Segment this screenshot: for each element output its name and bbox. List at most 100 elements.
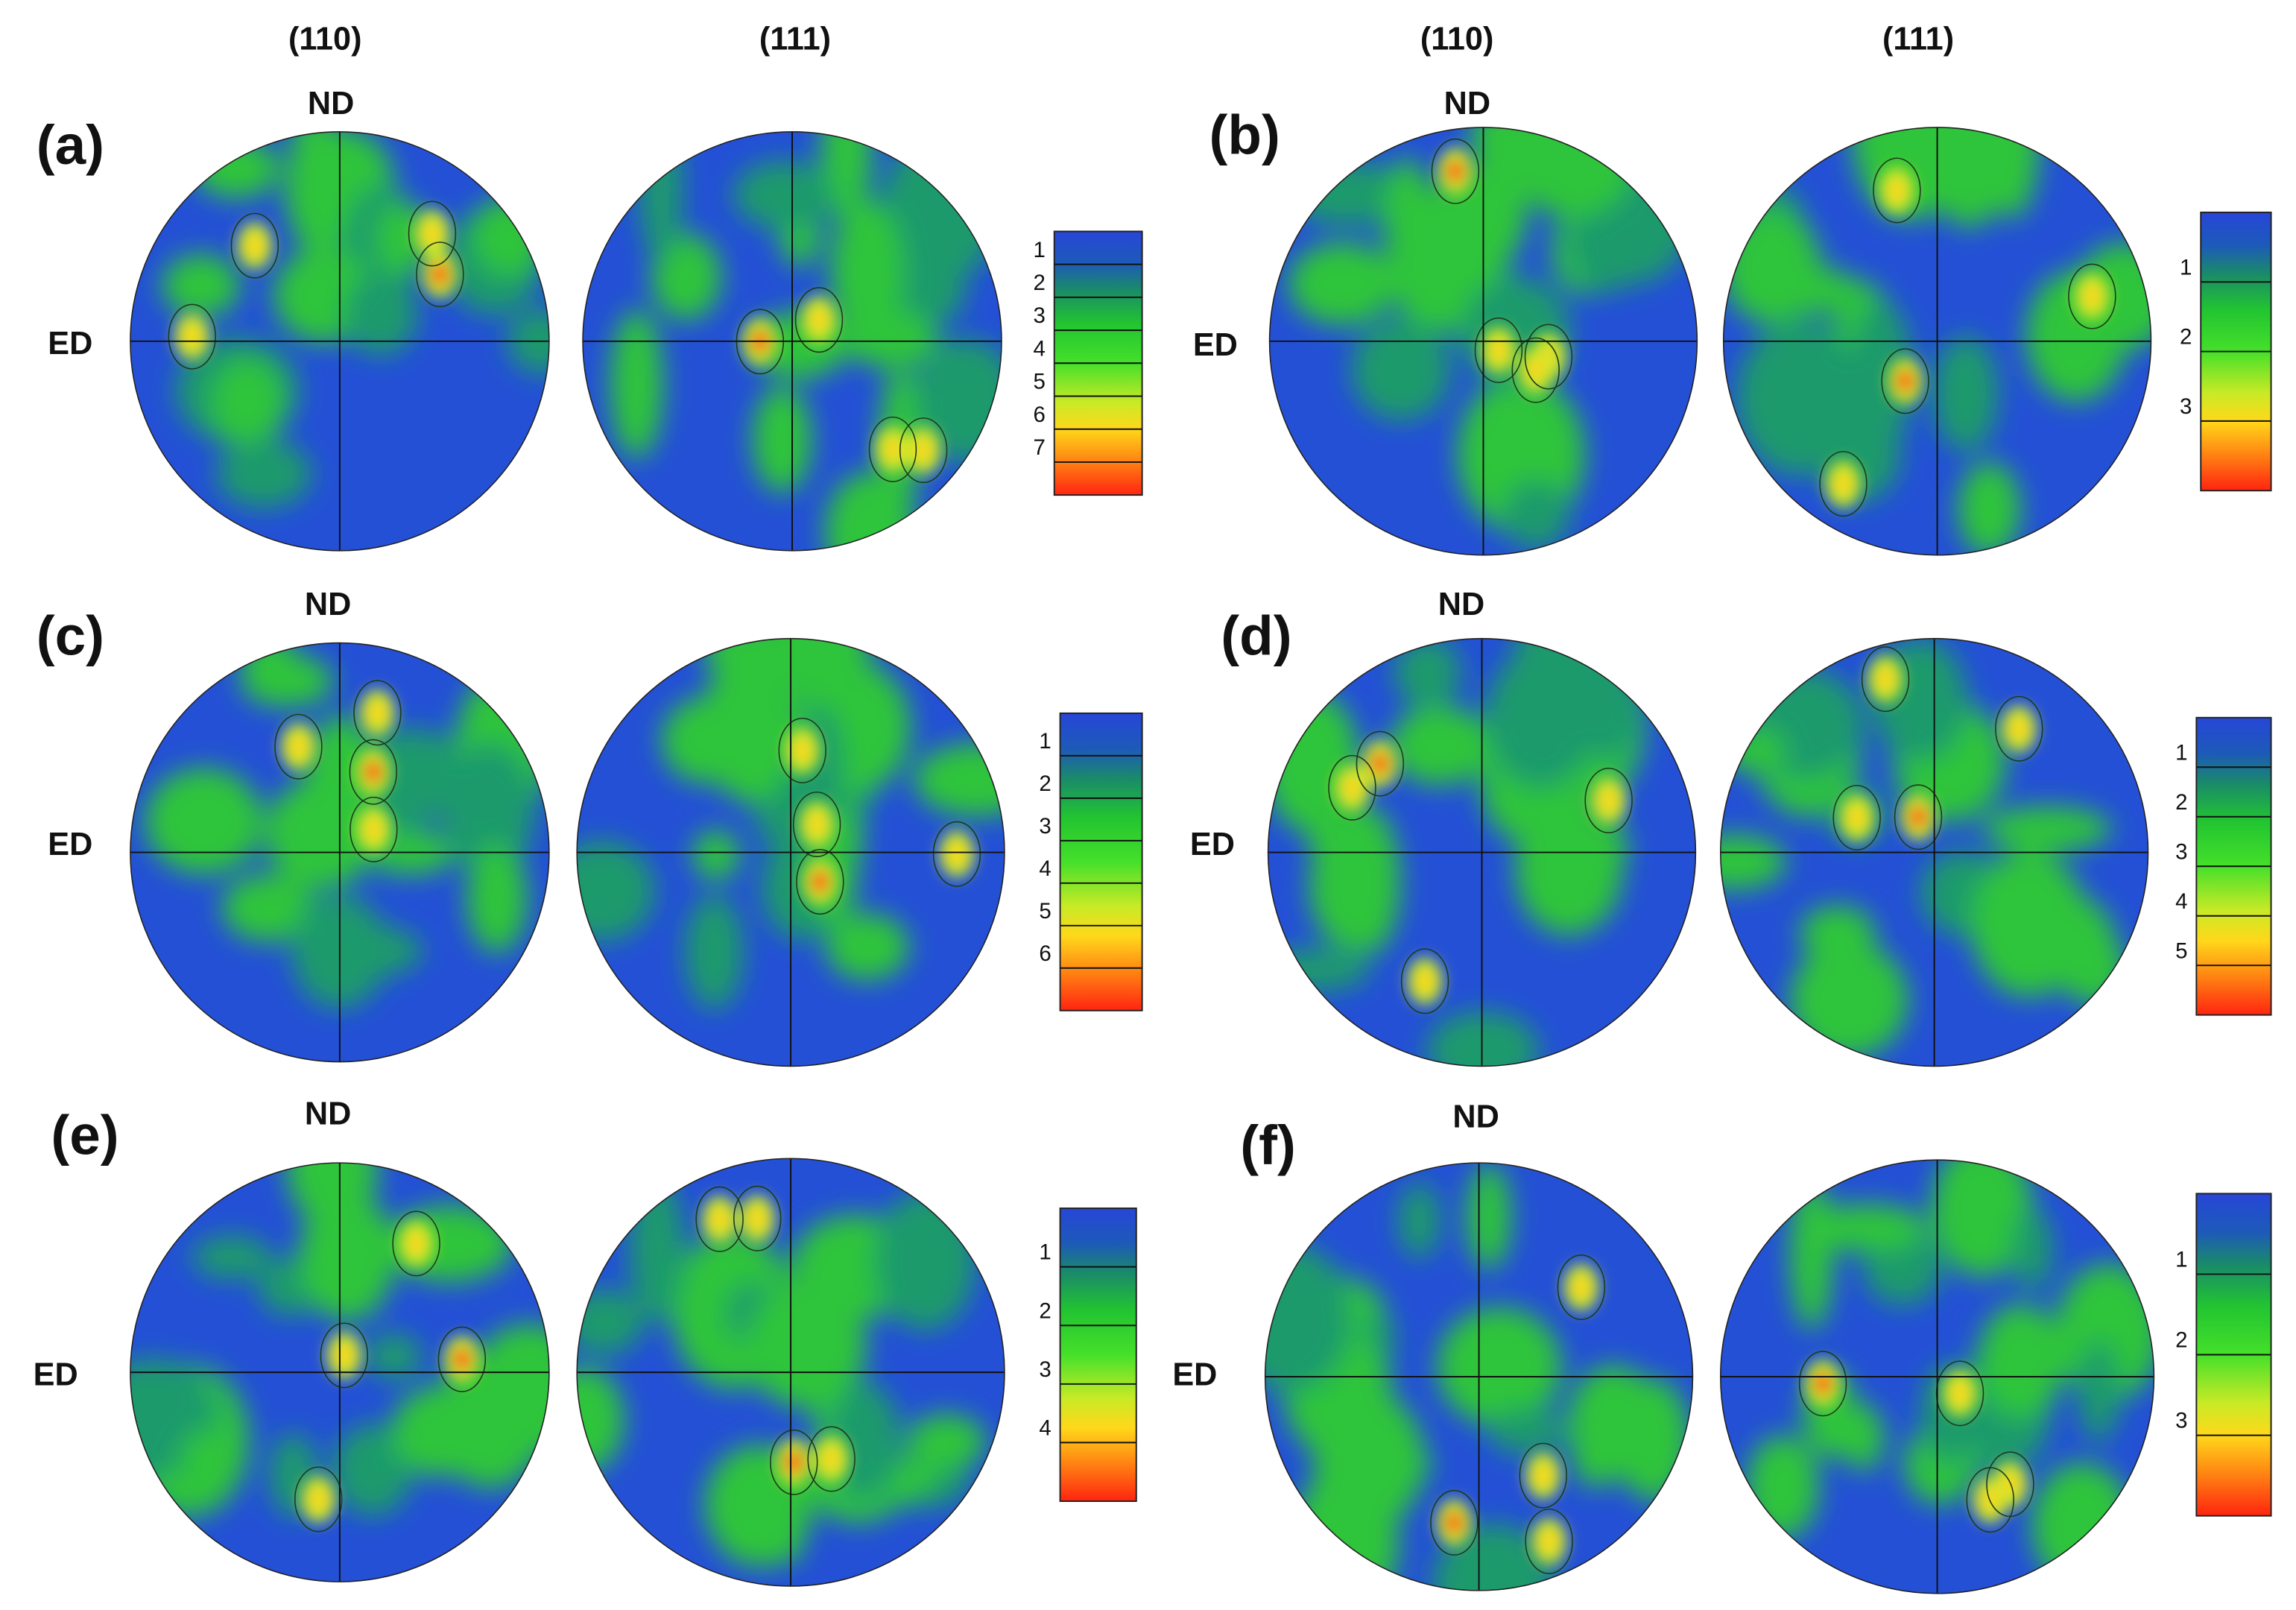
- hotspot: [822, 1447, 841, 1471]
- contour: [1873, 157, 1921, 224]
- nd-label: ND: [1452, 1099, 1499, 1135]
- colorbar-tick-label: 3: [2175, 1409, 2187, 1433]
- hotspot: [793, 739, 812, 763]
- intensity-blob: [1503, 481, 1570, 550]
- contour: [1798, 1351, 1847, 1417]
- hotspot: [1847, 806, 1866, 830]
- intensity-blob: [192, 1235, 272, 1280]
- contour: [320, 1322, 369, 1389]
- intensity-blob: [2078, 1340, 2119, 1442]
- colorbar-tick-label: 1: [2180, 255, 2192, 280]
- intensity-blob: [1288, 242, 1397, 326]
- ed-label: ED: [1190, 827, 1235, 862]
- contour: [416, 242, 464, 308]
- intensity-blob: [825, 471, 916, 551]
- intensity-blob: [629, 1176, 685, 1322]
- column-header: (110): [1420, 21, 1494, 57]
- colorbar-tick-label: 2: [1039, 1298, 1051, 1323]
- hotspots: [702, 1195, 850, 1486]
- intensity-blob: [906, 1413, 987, 1471]
- hotspot: [335, 1343, 353, 1368]
- intensity-blob: [472, 196, 547, 277]
- hotspot: [1490, 338, 1508, 362]
- intensity-blob: [216, 439, 312, 508]
- contour: [1474, 317, 1523, 383]
- intensity-blob: [1958, 461, 2021, 555]
- colorbar-tick-label: 1: [1039, 729, 1051, 754]
- pole-outline: [130, 642, 550, 1063]
- nd-label: ND: [305, 587, 351, 622]
- hotspot: [453, 1347, 471, 1371]
- intensity-blob: [875, 1190, 976, 1330]
- intensity-blob: [692, 830, 740, 880]
- hotspot: [246, 233, 264, 258]
- hotspot: [1526, 358, 1545, 382]
- contour: [792, 791, 841, 857]
- intensity-blob: [162, 253, 241, 318]
- panel-label: (c): [37, 604, 104, 666]
- intensity-blob: [1307, 803, 1393, 873]
- contour: [168, 303, 216, 370]
- hotspot: [710, 1207, 729, 1231]
- pole-figure: [577, 638, 1005, 1067]
- contour: [392, 1210, 440, 1277]
- contour: [899, 417, 948, 484]
- intensity-blob: [1268, 948, 1371, 991]
- intensity-blob: [210, 358, 284, 449]
- pole-outline: [130, 131, 550, 552]
- intensity-blob: [145, 767, 263, 875]
- intensity-blob: [1552, 857, 1610, 902]
- intensity-blob: [467, 844, 528, 953]
- pole-outline: [1722, 127, 2152, 556]
- colorbar-tick-label: 5: [1034, 370, 1046, 394]
- hotspot: [1446, 160, 1464, 183]
- colorbar: [1059, 1208, 1137, 1502]
- intensity-map: [1723, 127, 2151, 555]
- intensity-blob: [733, 160, 835, 230]
- contour: [932, 821, 981, 887]
- colorbar-tick-label: 2: [2175, 790, 2187, 815]
- pole-figure: [130, 131, 549, 551]
- contour: [695, 1186, 744, 1252]
- hotspots: [785, 727, 975, 906]
- hotspot: [1540, 1530, 1558, 1553]
- pole-figure: [583, 131, 1002, 551]
- contour: [1861, 646, 1910, 713]
- contour: [796, 849, 844, 915]
- pole-outline: [1267, 637, 1697, 1067]
- contour: [274, 713, 323, 780]
- hotspot: [948, 842, 966, 866]
- intensity-blob: [765, 638, 870, 701]
- intensity-blob: [1485, 649, 1596, 788]
- hotspot: [289, 734, 308, 759]
- colorbar-tick-label: 6: [1034, 402, 1046, 427]
- intensity-blob: [1982, 806, 2112, 852]
- hotspot: [364, 760, 382, 784]
- hotspot: [808, 812, 826, 836]
- intensity-blob: [721, 1525, 804, 1567]
- colorbar-tick-label: 2: [2180, 325, 2192, 350]
- hotspot: [1834, 472, 1853, 496]
- hotspot: [1896, 369, 1914, 394]
- intensity-blob: [1351, 318, 1451, 421]
- contour: [1966, 1467, 2014, 1533]
- contour: [350, 796, 398, 862]
- intensity-blob: [332, 1424, 414, 1516]
- column-header: (111): [1882, 21, 1954, 57]
- hotspot: [1951, 1381, 1969, 1406]
- colorbar-tick-label: 5: [2175, 938, 2187, 963]
- intensity-blob: [344, 274, 418, 356]
- contour: [1557, 1254, 1606, 1321]
- intensity-blob: [820, 131, 873, 221]
- intensity-blob: [825, 912, 909, 981]
- nd-label: ND: [308, 86, 354, 121]
- hotspot: [1445, 1511, 1464, 1535]
- contour: [1894, 784, 1943, 850]
- intensity-blob: [1970, 850, 2087, 997]
- hotspots: [174, 210, 458, 361]
- intensity-blob: [1932, 1160, 2033, 1278]
- intensity-blob: [2011, 1208, 2053, 1290]
- intensity-blob: [914, 742, 1005, 817]
- contour: [1431, 138, 1480, 204]
- hotspot: [1599, 789, 1618, 812]
